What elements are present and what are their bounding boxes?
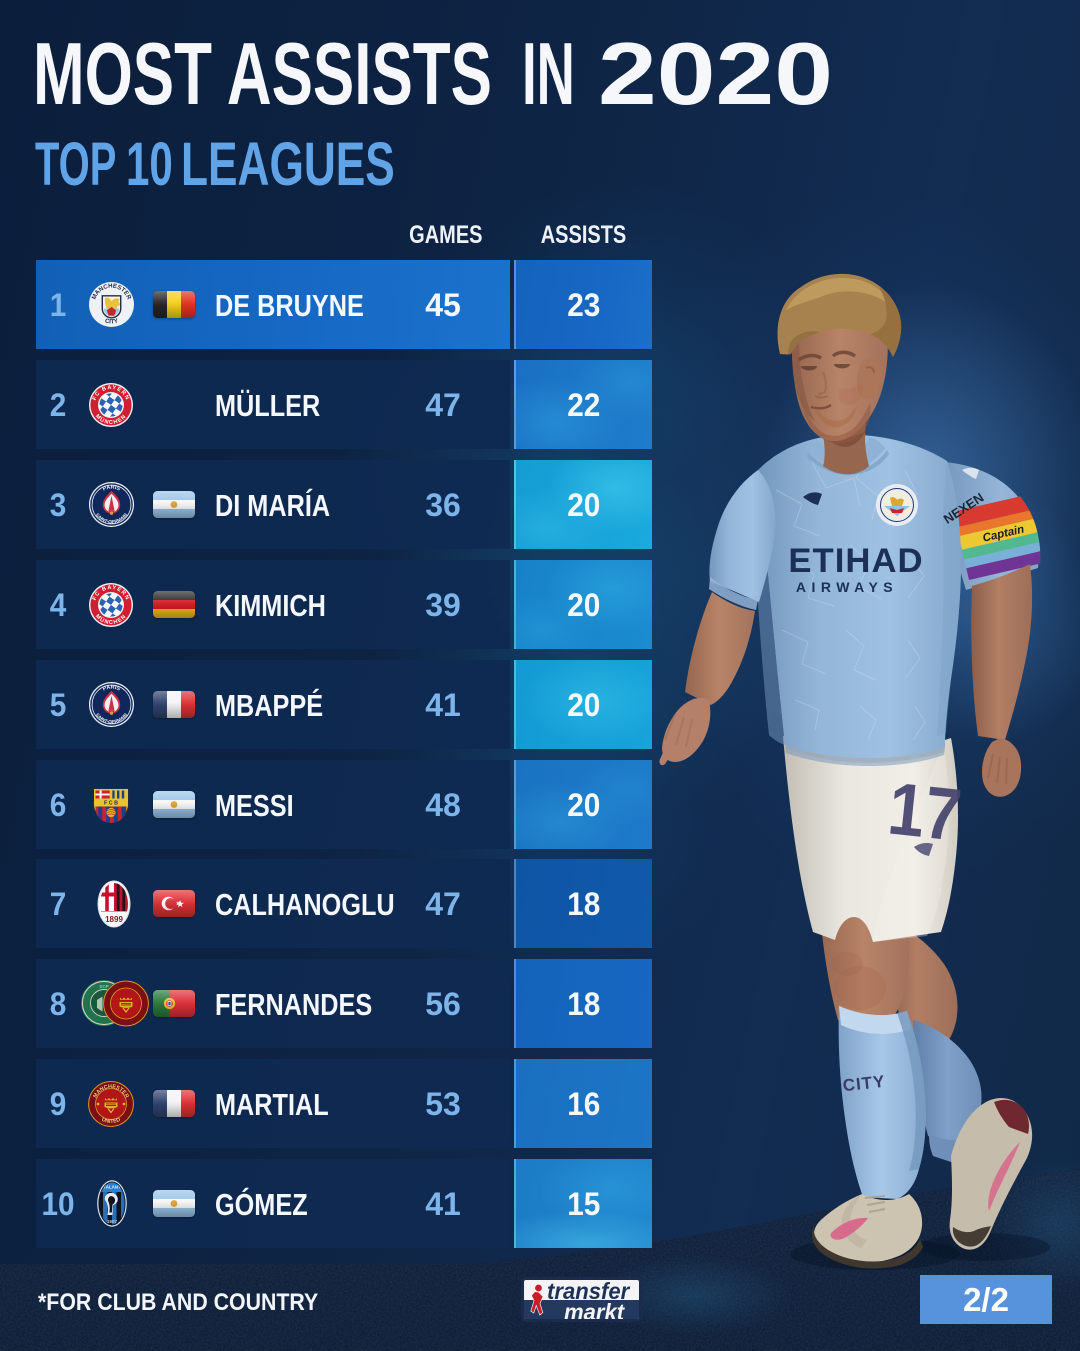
- svg-text:AIRWAYS: AIRWAYS: [796, 579, 898, 595]
- svg-text:1899: 1899: [105, 915, 123, 924]
- svg-text:1907: 1907: [107, 1219, 118, 1224]
- svg-text:CITY: CITY: [842, 1072, 886, 1095]
- svg-text:ATALANTA: ATALANTA: [101, 1185, 125, 1190]
- svg-text:SCP: SCP: [99, 984, 108, 989]
- svg-text:17: 17: [884, 767, 965, 857]
- svg-text:ETIHAD: ETIHAD: [788, 542, 923, 580]
- svg-text:F C B: F C B: [104, 800, 118, 806]
- svg-text:CITY: CITY: [104, 317, 119, 325]
- svg-text:PARIS: PARIS: [101, 685, 120, 693]
- svg-text:PARIS: PARIS: [101, 485, 120, 493]
- svg-text:UNITED: UNITED: [101, 1116, 122, 1124]
